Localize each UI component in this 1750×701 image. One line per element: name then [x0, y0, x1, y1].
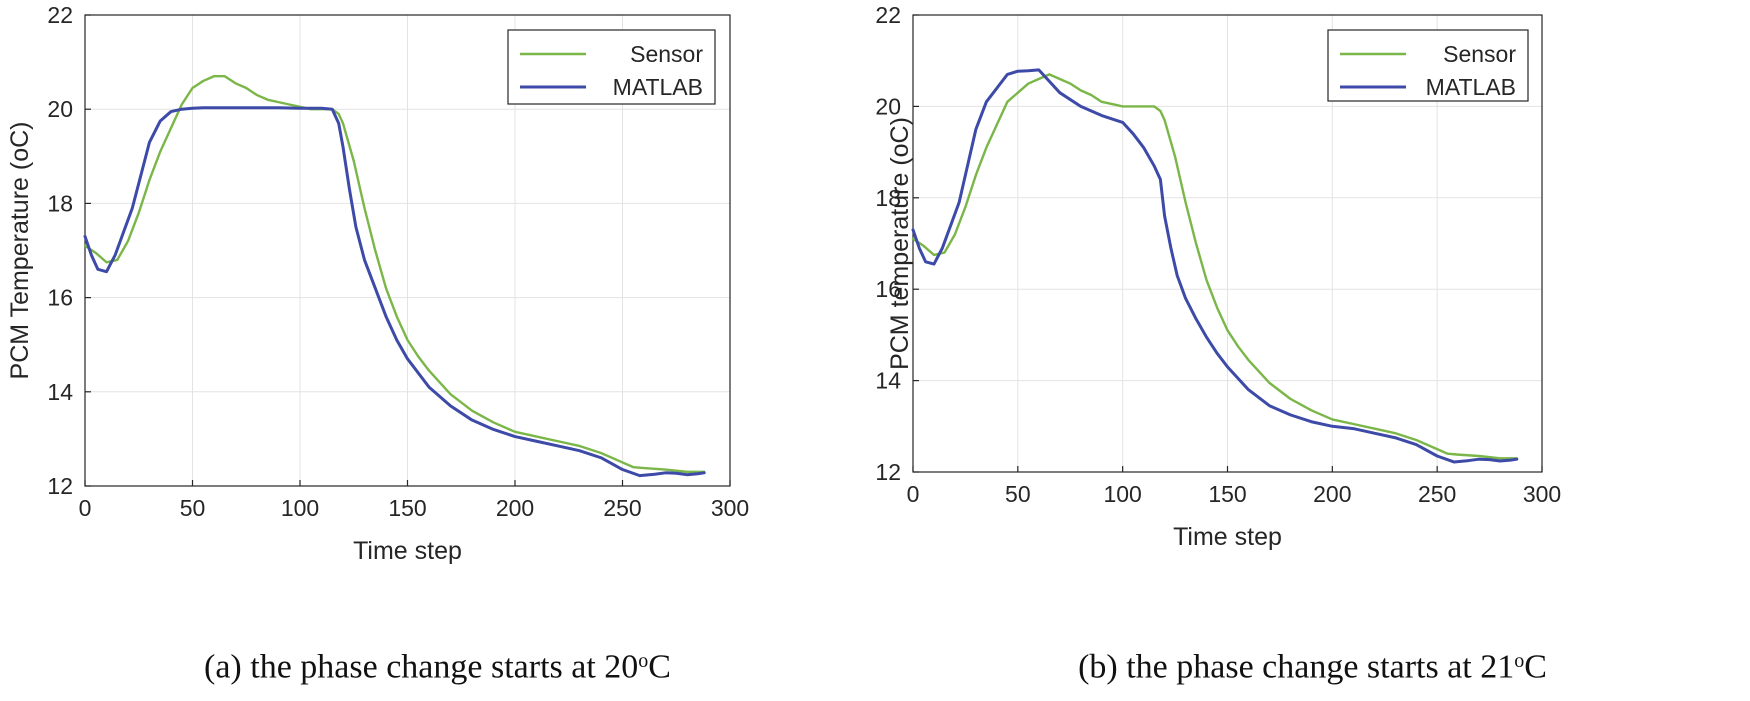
- legend: Sensor MATLAB: [507, 29, 716, 105]
- x-tick-label: 0: [79, 495, 92, 521]
- x-tick-label: 150: [388, 495, 426, 521]
- y-tick-label: 18: [875, 185, 901, 211]
- legend-label-sensor: Sensor: [630, 41, 703, 67]
- x-tick-label: 200: [496, 495, 534, 521]
- chart-panel-a: 0 50 100 150 200 250 300 12 14 16 18 20 22 Time step P…: [0, 2, 875, 686]
- series-line-sensor: [83, 75, 706, 474]
- y-axis-label: PCM temperature (oC): [886, 117, 914, 370]
- x-axis-label: Time step: [1173, 523, 1282, 551]
- x-tick-label: 250: [1418, 481, 1456, 507]
- y-tick-label: 22: [47, 2, 73, 28]
- caption-b-degree: o: [1514, 650, 1525, 672]
- y-tick-label: 16: [875, 276, 901, 302]
- caption-b: (b) the phase change starts at 21oC: [875, 648, 1750, 686]
- x-tick-label: 300: [711, 495, 749, 521]
- series-line-matlab: [911, 68, 1519, 464]
- x-tick-label: 150: [1208, 481, 1246, 507]
- series-line-matlab: [83, 106, 706, 478]
- legend: Sensor MATLAB: [1327, 29, 1529, 102]
- x-tick-label: 0: [907, 481, 920, 507]
- x-tick-label: 300: [1523, 481, 1561, 507]
- x-axis-label: Time step: [353, 537, 462, 565]
- y-tick-label: 14: [47, 379, 73, 405]
- x-tick-label: 50: [180, 495, 206, 521]
- caption-b-prefix: (b) the phase change starts at 21: [1078, 648, 1515, 686]
- x-tick-label: 200: [1313, 481, 1351, 507]
- x-tick-label: 100: [281, 495, 319, 521]
- y-tick-label: 16: [47, 285, 73, 311]
- legend-label-matlab: MATLAB: [613, 74, 703, 100]
- chart-panel-b: 0 50 100 150 200 250 300 12 14 16 18 20 22 Time step P…: [875, 0, 1750, 701]
- y-tick-label: 12: [875, 459, 901, 485]
- caption-a-prefix: (a) the phase change starts at 20: [204, 648, 639, 686]
- legend-label-sensor: Sensor: [1443, 41, 1516, 67]
- y-axis-label: PCM Temperature (oC): [6, 122, 34, 380]
- series-line-sensor: [911, 73, 1519, 460]
- caption-a-unit: C: [648, 648, 671, 686]
- chart-b-svg: 0 50 100 150 200 250 300 12 14 16 18 20 22 Time step P…: [875, 2, 1561, 551]
- y-tick-label: 22: [875, 2, 901, 28]
- legend-label-matlab: MATLAB: [1426, 74, 1516, 100]
- caption-a-degree: o: [638, 650, 649, 672]
- y-tick-label: 20: [875, 93, 901, 119]
- y-tick-label: 18: [47, 190, 73, 216]
- legend-box: [1327, 29, 1529, 102]
- caption-b-unit: C: [1524, 648, 1547, 686]
- legend-box: [507, 29, 716, 105]
- y-tick-label: 20: [47, 96, 73, 122]
- x-tick-label: 250: [603, 495, 641, 521]
- caption-a: (a) the phase change starts at 20oC: [0, 648, 875, 686]
- x-tick-label: 100: [1103, 481, 1141, 507]
- y-tick-label: 12: [47, 473, 73, 499]
- x-tick-label: 50: [1005, 481, 1031, 507]
- chart-a-svg: 0 50 100 150 200 250 300 12 14 16 18 20 22 Time step P…: [6, 2, 749, 565]
- y-tick-label: 14: [875, 368, 901, 394]
